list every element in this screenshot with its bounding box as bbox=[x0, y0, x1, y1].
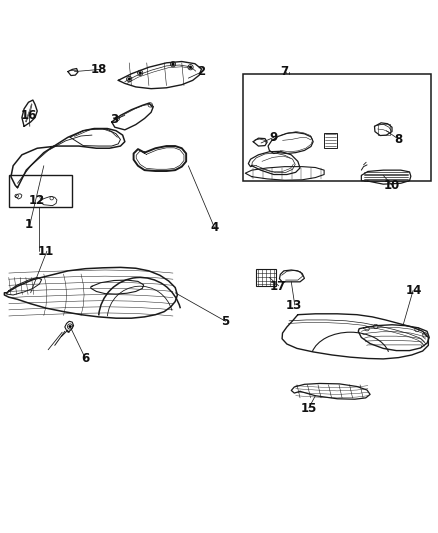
Text: 15: 15 bbox=[300, 402, 317, 415]
Text: 12: 12 bbox=[29, 195, 46, 207]
Text: 14: 14 bbox=[406, 284, 422, 297]
Text: 9: 9 bbox=[270, 131, 278, 144]
Bar bbox=[243, 74, 431, 181]
Bar bbox=[9, 174, 72, 207]
Text: 3: 3 bbox=[110, 114, 118, 126]
Text: 1: 1 bbox=[25, 219, 32, 231]
Circle shape bbox=[189, 66, 192, 69]
Text: 6: 6 bbox=[81, 352, 89, 365]
Text: 10: 10 bbox=[384, 179, 400, 192]
Text: 17: 17 bbox=[270, 280, 286, 293]
Text: 8: 8 bbox=[395, 133, 403, 146]
Text: 16: 16 bbox=[20, 109, 37, 122]
Text: 4: 4 bbox=[211, 221, 219, 235]
Circle shape bbox=[172, 63, 174, 66]
Text: 2: 2 bbox=[198, 65, 205, 78]
Text: 7: 7 bbox=[281, 65, 289, 78]
Circle shape bbox=[128, 78, 131, 80]
Text: 18: 18 bbox=[90, 63, 107, 76]
Text: 5: 5 bbox=[222, 315, 230, 328]
Text: 11: 11 bbox=[38, 245, 54, 257]
Text: 13: 13 bbox=[285, 300, 302, 312]
Circle shape bbox=[139, 71, 141, 74]
Circle shape bbox=[69, 325, 71, 328]
